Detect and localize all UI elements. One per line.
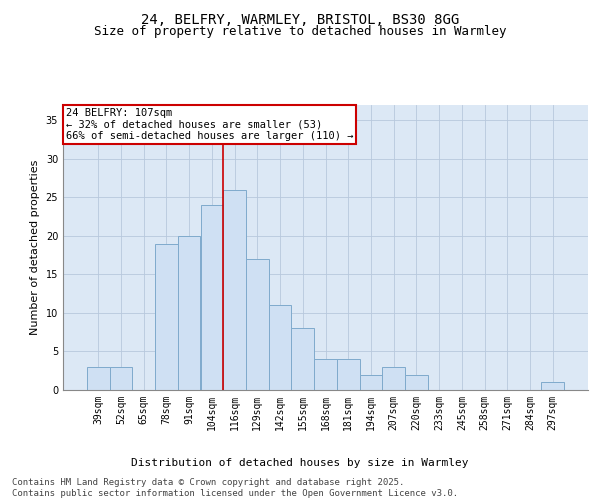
Bar	[314, 359, 337, 390]
Text: Size of property relative to detached houses in Warmley: Size of property relative to detached ho…	[94, 25, 506, 38]
Bar	[292, 328, 314, 390]
Text: Distribution of detached houses by size in Warmley: Distribution of detached houses by size …	[131, 458, 469, 468]
Bar	[405, 374, 428, 390]
Text: 24, BELFRY, WARMLEY, BRISTOL, BS30 8GG: 24, BELFRY, WARMLEY, BRISTOL, BS30 8GG	[141, 12, 459, 26]
Bar	[269, 306, 292, 390]
Bar	[246, 259, 269, 390]
Bar	[541, 382, 564, 390]
Text: 24 BELFRY: 107sqm
← 32% of detached houses are smaller (53)
66% of semi-detached: 24 BELFRY: 107sqm ← 32% of detached hous…	[65, 108, 353, 141]
Bar	[155, 244, 178, 390]
Bar	[337, 359, 359, 390]
Y-axis label: Number of detached properties: Number of detached properties	[30, 160, 40, 335]
Bar	[382, 367, 405, 390]
Bar	[200, 205, 223, 390]
Bar	[223, 190, 246, 390]
Bar	[178, 236, 200, 390]
Bar	[359, 374, 382, 390]
Bar	[87, 367, 110, 390]
Text: Contains HM Land Registry data © Crown copyright and database right 2025.
Contai: Contains HM Land Registry data © Crown c…	[12, 478, 458, 498]
Bar	[110, 367, 133, 390]
